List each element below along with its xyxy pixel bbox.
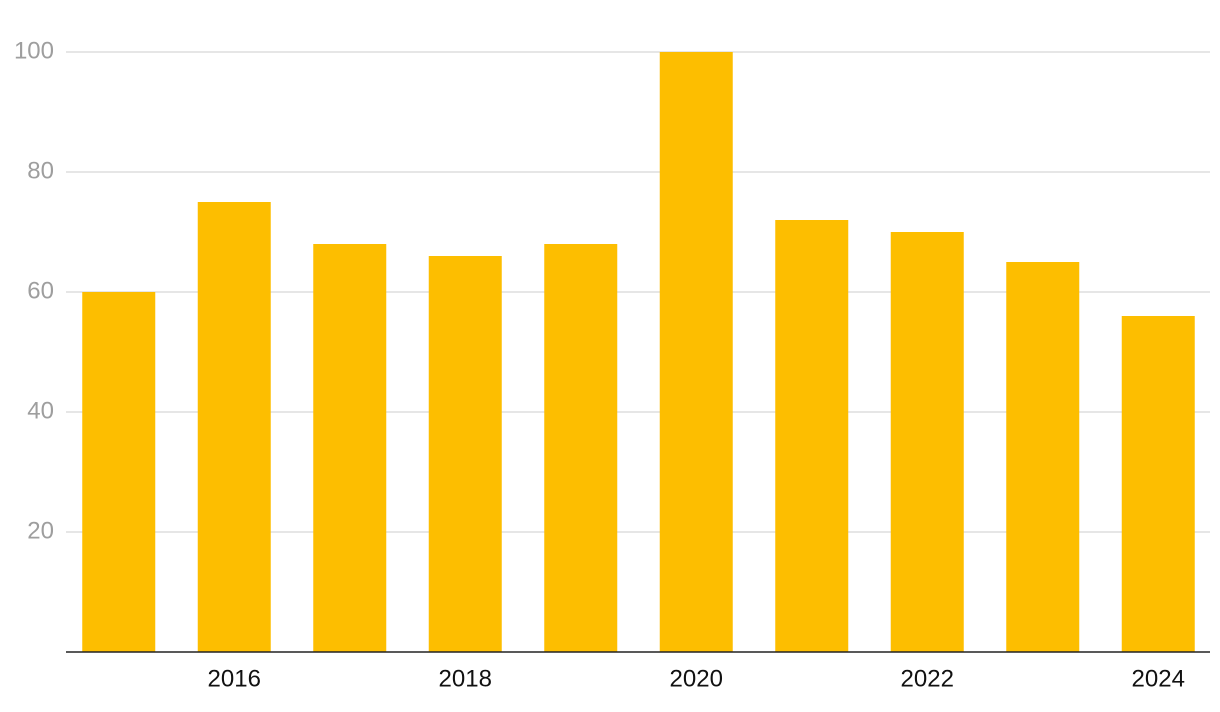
- bar: [82, 292, 156, 652]
- bar: [659, 52, 733, 652]
- bar: [197, 202, 271, 652]
- x-tick-label: 2018: [439, 665, 492, 692]
- x-tick-label: 2020: [670, 665, 723, 692]
- bar: [890, 232, 964, 652]
- x-tick-label: 2022: [901, 665, 954, 692]
- bar: [1006, 262, 1080, 652]
- y-tick-label: 60: [27, 277, 54, 304]
- bar: [1121, 316, 1195, 652]
- bar: [313, 244, 387, 652]
- bar: [544, 244, 618, 652]
- y-tick-label: 80: [27, 157, 54, 184]
- x-tick-label: 2016: [208, 665, 261, 692]
- y-tick-label: 20: [27, 517, 54, 544]
- y-tick-label: 40: [27, 397, 54, 424]
- y-tick-label: 100: [14, 37, 54, 64]
- bar: [775, 220, 849, 652]
- bar: [428, 256, 502, 652]
- x-tick-label: 2024: [1132, 665, 1185, 692]
